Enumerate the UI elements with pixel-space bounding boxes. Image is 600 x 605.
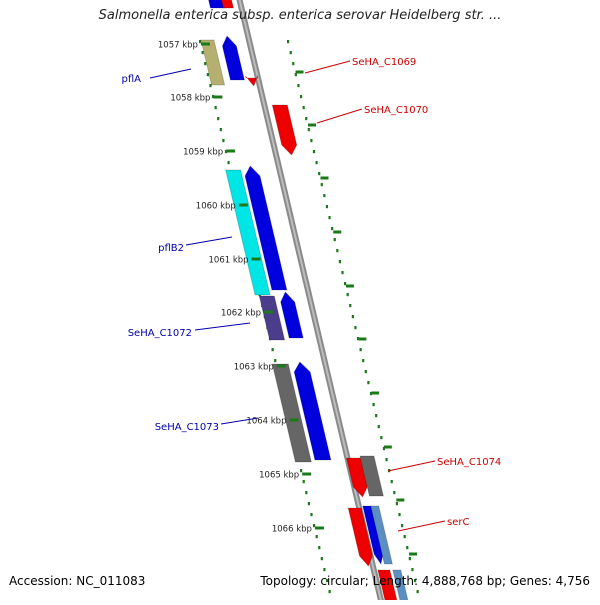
label-leader-line — [397, 520, 446, 532]
tick-label: 1062 kbp — [221, 309, 261, 319]
tick-label: 1059 kbp — [183, 148, 223, 158]
gene-SeHA_C1073-gray — [271, 363, 313, 463]
gene-serC-steel — [370, 505, 394, 565]
gene-label-SeHA_C1070: SeHA_C1070 — [364, 105, 428, 116]
tick-label: 1061 kbp — [209, 256, 249, 266]
label-leader-line — [304, 60, 351, 74]
tick-label: 1066 kbp — [272, 525, 312, 535]
label-leader-line — [185, 236, 233, 246]
gene-label-SeHA_C1072: SeHA_C1072 — [128, 328, 192, 339]
label-leader-line — [220, 417, 259, 425]
gene-SeHA_C1072-purple — [258, 295, 286, 341]
label-leader-line — [149, 68, 192, 79]
gene-label-serC: serC — [447, 517, 469, 528]
gene-label-SeHA_C1073: SeHA_C1073 — [155, 422, 219, 433]
tick-label: 1064 kbp — [246, 417, 286, 427]
gene-SeHA_C1074-red — [345, 457, 368, 498]
label-leader-line — [387, 460, 436, 472]
gene-SeHA_C1073-blue — [293, 361, 332, 461]
tick-label: 1057 kbp — [158, 41, 198, 51]
accession-text: Accession: NC_011083 — [9, 574, 146, 588]
gene-serC-red — [347, 507, 374, 567]
gene-SeHA_C1069-red — [244, 74, 259, 87]
tick-label: 1060 kbp — [196, 202, 236, 212]
gene-SeHA_C1070-red — [271, 104, 298, 156]
gene-features — [200, 0, 410, 605]
gene-pflA-blue — [221, 35, 246, 81]
label-leader-line — [316, 108, 363, 124]
gene-serC-blue — [362, 505, 384, 566]
gene-labels: pflA pflB2 SeHA_C1072 SeHA_C1073 SeHA_C1069 S… — [122, 57, 501, 532]
gene-pflB2-blue — [244, 165, 288, 291]
gene-label-SeHA_C1074: SeHA_C1074 — [437, 457, 501, 468]
tick-layer: 1057 kbp 1058 kbp 1059 kbp 1060 kbp 1061 kbp… — [158, 41, 418, 556]
gene-pflA-olive — [200, 39, 226, 86]
topology-summary: Topology: circular; Length: 4,888,768 bp… — [260, 574, 590, 588]
tick-label: 1058 kbp — [170, 94, 210, 104]
gene-top-red — [221, 0, 235, 9]
gene-SeHA_C1074-gray — [359, 455, 385, 497]
tick-label: 1063 kbp — [234, 363, 274, 373]
tick-label: 1065 kbp — [259, 471, 299, 481]
gene-label-SeHA_C1069: SeHA_C1069 — [352, 57, 416, 68]
gene-SeHA_C1072-blue — [280, 291, 304, 339]
label-leader-line — [194, 322, 251, 331]
map-title: Salmonella enterica subsp. enterica sero… — [98, 8, 502, 23]
gene-label-pflB2: pflB2 — [158, 243, 184, 254]
gene-label-pflA: pflA — [122, 74, 142, 85]
gene-pflB2-cyan — [224, 169, 271, 296]
